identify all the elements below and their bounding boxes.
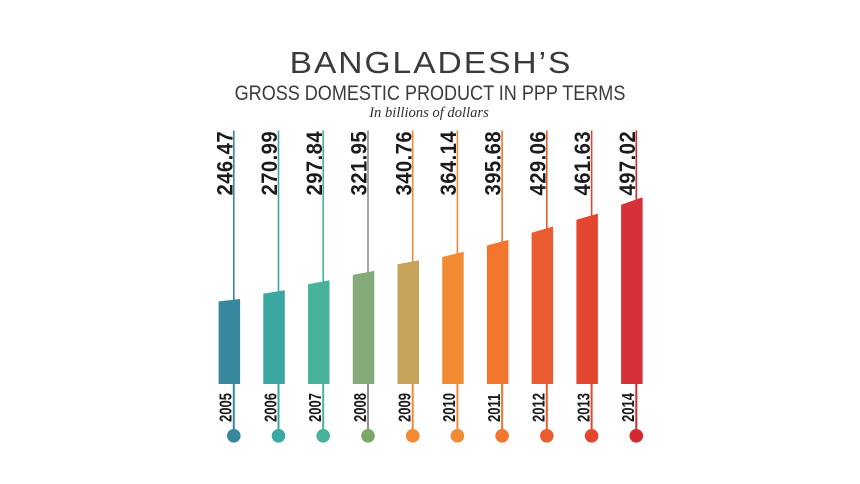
svg-text:321.95: 321.95 [348,131,372,196]
svg-text:2009: 2009 [396,393,415,422]
svg-text:2006: 2006 [262,393,281,422]
svg-text:2012: 2012 [530,393,549,422]
svg-text:In billions of dollars: In billions of dollars [368,105,489,121]
svg-text:364.14: 364.14 [437,131,461,196]
svg-text:2007: 2007 [306,393,325,422]
svg-text:340.76: 340.76 [393,131,417,196]
svg-text:BANGLADESH’S: BANGLADESH’S [290,46,573,80]
svg-text:497.02: 497.02 [616,131,640,196]
svg-text:270.99: 270.99 [258,131,282,196]
svg-text:297.84: 297.84 [303,131,327,196]
svg-text:246.47: 246.47 [214,131,238,196]
svg-text:2008: 2008 [351,393,370,422]
svg-text:2011: 2011 [485,393,504,422]
svg-text:429.06: 429.06 [527,131,551,196]
svg-text:2005: 2005 [217,393,236,422]
svg-text:2010: 2010 [440,393,459,422]
svg-text:GROSS DOMESTIC PRODUCT IN PPP: GROSS DOMESTIC PRODUCT IN PPP TERMS [235,82,626,106]
svg-text:395.68: 395.68 [482,131,506,196]
svg-text:461.63: 461.63 [572,131,596,196]
svg-text:2013: 2013 [575,393,594,422]
svg-text:2014: 2014 [619,393,638,422]
